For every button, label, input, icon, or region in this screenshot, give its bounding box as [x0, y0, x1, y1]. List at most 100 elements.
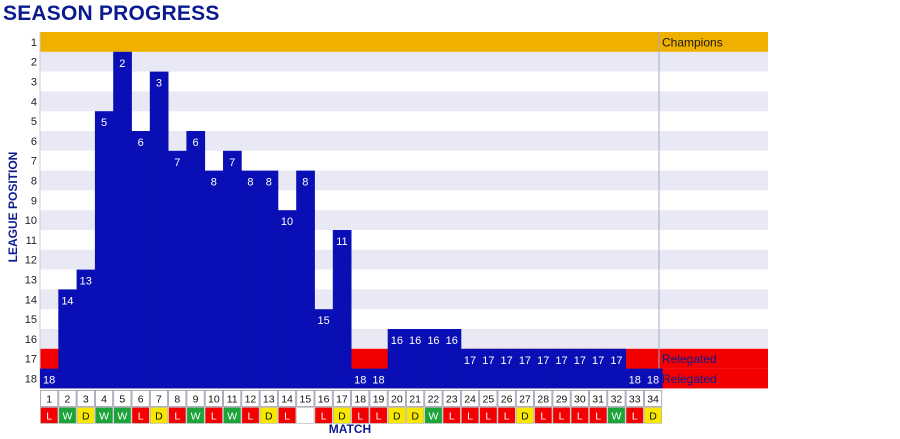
x-tick-label: 13	[263, 393, 275, 405]
row-stripe	[40, 131, 768, 151]
y-tick-label: 5	[31, 116, 37, 128]
result-cell	[552, 407, 571, 424]
position-bar	[442, 329, 462, 389]
position-bar	[296, 170, 315, 389]
result-label: D	[411, 410, 419, 422]
bar-value-label: 17	[464, 355, 476, 367]
x-tick-label: 22	[428, 393, 440, 405]
match-cell	[76, 389, 95, 407]
result-label: L	[357, 410, 363, 422]
result-label: L	[211, 410, 217, 422]
bar-value-label: 15	[318, 315, 330, 327]
result-cell	[296, 407, 315, 424]
position-bar	[643, 368, 663, 389]
result-cell	[570, 407, 589, 424]
x-tick-label: 28	[537, 393, 549, 405]
result-label: W	[428, 410, 438, 422]
result-cell	[259, 407, 278, 424]
bar-value-label: 18	[647, 375, 659, 387]
result-cell	[76, 407, 95, 424]
bar-value-label: 10	[281, 216, 293, 228]
result-cell	[168, 407, 187, 424]
bar-value-label: 8	[247, 177, 253, 189]
position-bar	[387, 329, 407, 389]
position-bar	[94, 111, 114, 389]
position-bar	[534, 348, 553, 389]
position-bar	[204, 170, 224, 389]
y-tick-label: 9	[31, 195, 37, 207]
x-tick-label: 20	[391, 393, 403, 405]
result-label: L	[595, 410, 601, 422]
match-cell	[515, 389, 534, 407]
result-cell	[150, 407, 168, 424]
page-title: SEASON PROGRESS	[3, 2, 220, 25]
bar-value-label: 8	[302, 177, 308, 189]
x-axis-label: MATCH	[328, 422, 372, 436]
bar-value-label: 18	[43, 375, 55, 387]
y-tick-label: 10	[25, 215, 37, 227]
position-bar	[424, 329, 443, 389]
bar-value-label: 16	[391, 335, 403, 347]
result-label: D	[82, 410, 90, 422]
result-label: L	[485, 410, 491, 422]
position-bar	[149, 71, 169, 389]
position-bar	[168, 150, 187, 389]
bar-value-label: 16	[427, 335, 439, 347]
result-cell	[113, 407, 132, 424]
match-cell	[552, 389, 571, 407]
result-cell	[461, 407, 479, 424]
x-tick-label: 33	[629, 393, 641, 405]
bar-value-label: 11	[336, 236, 347, 248]
position-bar	[277, 210, 297, 389]
match-cell	[314, 389, 333, 407]
position-bar	[515, 348, 535, 389]
match-cell	[58, 389, 77, 407]
match-cell	[589, 389, 608, 407]
bar-value-label: 17	[537, 355, 549, 367]
x-tick-label: 6	[138, 393, 144, 405]
match-cell	[369, 389, 388, 407]
position-bar	[58, 289, 77, 389]
result-cell	[607, 407, 626, 424]
result-label: D	[265, 410, 273, 422]
bar-value-label: 6	[138, 137, 144, 149]
x-tick-label: 14	[281, 393, 293, 405]
bar-value-label: 6	[192, 137, 198, 149]
x-tick-label: 4	[101, 393, 107, 405]
y-tick-label: 11	[26, 235, 37, 247]
y-tick-label: 13	[25, 275, 37, 287]
position-bar	[607, 348, 626, 389]
result-label: W	[611, 410, 621, 422]
result-label: L	[174, 410, 180, 422]
bar-value-label: 16	[446, 335, 458, 347]
x-tick-label: 19	[373, 393, 385, 405]
result-cell	[479, 407, 498, 424]
bar-value-label: 17	[574, 355, 586, 367]
result-label: L	[449, 410, 455, 422]
position-bar	[552, 348, 572, 389]
match-cell	[149, 389, 169, 407]
result-cell	[534, 407, 553, 424]
bar-value-label: 5	[101, 117, 107, 129]
bar-value-label: 17	[592, 355, 604, 367]
x-tick-label: 24	[464, 393, 476, 405]
result-cell	[332, 407, 351, 424]
match-cell	[570, 389, 589, 407]
x-tick-label: 29	[556, 393, 568, 405]
result-cell	[351, 407, 370, 424]
match-cell	[296, 389, 315, 407]
x-tick-label: 27	[519, 393, 531, 405]
bar-value-label: 18	[629, 375, 641, 387]
match-cell	[625, 389, 644, 407]
result-cell	[314, 407, 333, 424]
y-tick-label: 8	[31, 176, 37, 188]
result-cell	[625, 407, 644, 424]
result-cell	[223, 407, 242, 424]
result-cell	[278, 407, 296, 424]
x-tick-label: 16	[318, 393, 330, 405]
result-label: D	[649, 410, 657, 422]
x-tick-label: 3	[83, 393, 89, 405]
result-label: L	[138, 410, 144, 422]
result-label: D	[521, 410, 529, 422]
